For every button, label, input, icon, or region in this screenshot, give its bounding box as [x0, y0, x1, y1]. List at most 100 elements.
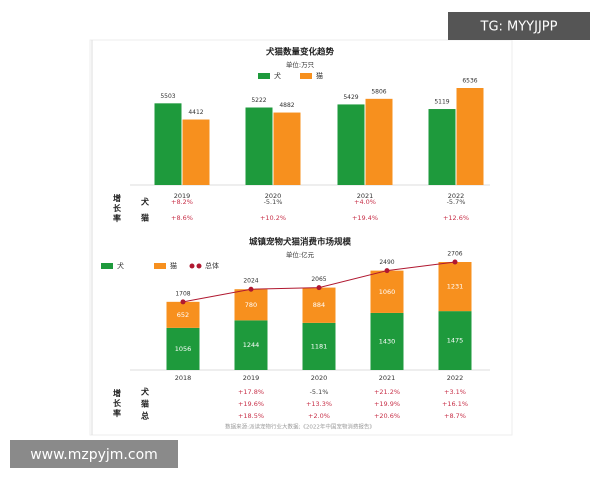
x-tick-label: 2019: [243, 374, 260, 382]
value-label: 6536: [462, 78, 477, 85]
value-label: 652: [177, 311, 189, 319]
line-point: [180, 299, 186, 305]
growth-value: +13.3%: [306, 400, 332, 408]
value-label: 5503: [160, 93, 175, 100]
growth-value: +21.2%: [374, 388, 400, 396]
legend-marker: [101, 263, 113, 269]
growth-value: +3.1%: [444, 388, 466, 396]
growth-value: +20.6%: [374, 412, 400, 420]
bar: [154, 103, 182, 185]
x-tick-label: 2018: [175, 374, 192, 382]
growth-value: -5.7%: [447, 198, 466, 206]
growth-value: +19.9%: [374, 400, 400, 408]
bar-segment: [438, 311, 472, 370]
watermark-box: [10, 440, 178, 468]
x-tick-label: 2019: [174, 192, 191, 200]
legend-marker: [300, 73, 312, 79]
value-label: 4882: [279, 102, 294, 109]
growth-value: +12.6%: [443, 214, 469, 222]
watermark: www.mzpyjm.com: [30, 447, 158, 463]
growth-value: +8.7%: [444, 412, 466, 420]
growth-label: 增长率: [112, 193, 122, 224]
value-label: 2706: [447, 251, 462, 258]
bar-segment: [166, 327, 200, 370]
watermark: TG: MYYJJPP: [480, 20, 558, 35]
x-tick-label: 2021: [357, 192, 374, 200]
bar: [337, 104, 365, 185]
value-label: 5429: [343, 94, 358, 101]
source: 数据来源:派读宠物行业大数据;《2022年中国宠物消费报告》: [225, 423, 375, 431]
growth-row-name: 犬: [140, 197, 149, 207]
legend-marker: [196, 263, 202, 269]
bar-segment: [302, 322, 336, 370]
chart-title: 犬猫数量变化趋势: [265, 47, 335, 58]
watermark-box: [448, 12, 590, 40]
line-point: [248, 286, 254, 292]
growth-row-name: 猫: [140, 213, 149, 223]
legend-marker: [189, 263, 195, 269]
legend-label: 总体: [205, 261, 219, 270]
value-label: 1060: [379, 288, 396, 296]
bar: [456, 88, 484, 185]
bar-segment: [166, 301, 200, 328]
legend-label: 猫: [316, 71, 323, 80]
growth-row-name: 猫: [140, 399, 149, 409]
value-label: 884: [313, 301, 325, 309]
value-label: 1708: [175, 290, 190, 297]
value-label: 1244: [243, 341, 260, 349]
bar-segment: [302, 287, 336, 323]
value-label: 5119: [434, 99, 449, 106]
bar-segment: [438, 262, 472, 312]
growth-value: +19.4%: [352, 214, 378, 222]
growth-value: +16.1%: [442, 400, 468, 408]
x-tick-label: 2022: [447, 374, 464, 382]
bar-segment: [370, 312, 404, 370]
growth-value: +19.6%: [238, 400, 264, 408]
value-label: 2024: [243, 278, 258, 285]
bar: [428, 109, 456, 185]
bar-segment: [234, 320, 268, 370]
x-tick-label: 2020: [311, 374, 328, 382]
legend-label: 犬: [274, 71, 281, 80]
growth-value: +18.5%: [238, 412, 264, 420]
value-label: 780: [245, 301, 257, 309]
legend-label: 猫: [170, 261, 177, 270]
bar: [182, 119, 210, 185]
growth-value: +8.2%: [171, 198, 193, 206]
growth-value: +8.6%: [171, 214, 193, 222]
chart-subtitle: 单位:万只: [286, 60, 315, 69]
growth-label: 增长率: [112, 388, 122, 419]
bar-segment: [370, 270, 404, 313]
x-tick-label: 2021: [379, 374, 396, 382]
growth-value: +10.2%: [260, 214, 286, 222]
growth-value: -5.1%: [264, 198, 283, 206]
chart-subtitle: 单位:亿元: [286, 250, 315, 259]
line-point: [384, 268, 390, 274]
bar: [273, 112, 301, 185]
bar: [365, 98, 393, 185]
growth-value: +2.0%: [308, 412, 330, 420]
growth-value: +17.8%: [238, 388, 264, 396]
value-label: 5806: [371, 88, 386, 95]
value-label: 1181: [311, 342, 328, 350]
legend-marker: [154, 263, 166, 269]
x-tick-label: 2020: [265, 192, 282, 200]
growth-value: -5.1%: [310, 388, 329, 396]
chart-title: 城镇宠物犬猫消费市场规模: [249, 237, 352, 248]
growth-row-name: 犬: [140, 387, 149, 397]
value-label: 1056: [175, 345, 192, 353]
value-label: 1430: [379, 337, 396, 345]
growth-value: +4.0%: [354, 198, 376, 206]
legend-label: 犬: [117, 261, 124, 270]
value-label: 1231: [447, 283, 464, 291]
x-tick-label: 2022: [448, 192, 465, 200]
line-point: [452, 259, 458, 265]
line-point: [316, 285, 322, 291]
value-label: 5222: [251, 97, 266, 104]
legend-marker: [258, 73, 270, 79]
value-label: 4412: [188, 109, 203, 116]
bar: [245, 107, 273, 185]
bar-segment: [234, 289, 268, 321]
growth-row-name: 总: [141, 411, 149, 421]
